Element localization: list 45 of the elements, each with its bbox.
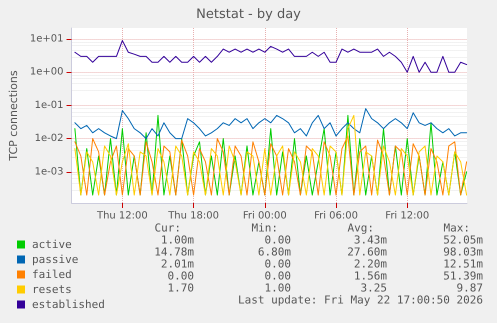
legend-label: failed (32, 268, 72, 281)
line-series (74, 135, 468, 196)
text: 6.80m (258, 246, 292, 258)
text: 9.87 (456, 282, 483, 294)
text: 3.43m (354, 234, 388, 246)
text: Last update: Fri May 22 17:00:50 2026 (238, 294, 483, 306)
y-axis-title: TCP connections (7, 70, 20, 162)
text: 27.60m (347, 246, 388, 258)
text: 0.00 (264, 234, 291, 246)
text: 0.00 (264, 270, 291, 282)
text: 14.78m (154, 246, 194, 258)
y-tick-label: 1e+00 (30, 66, 64, 78)
text: 52.05m (443, 234, 484, 246)
line-series (74, 108, 468, 140)
x-tick-label: Fri 06:00 (314, 210, 358, 222)
text: Min: (252, 222, 278, 234)
text: 0.00 (168, 270, 194, 282)
y-tick-label: 1e-03 (34, 166, 64, 178)
x-tick-label: Thu 12:00 (96, 210, 148, 222)
text: 98.03m (443, 246, 484, 258)
text: 2.01m (160, 258, 194, 270)
text: Cur: (154, 222, 181, 234)
x-tick-label: Thu 18:00 (167, 210, 219, 222)
text: Avg: (348, 222, 374, 234)
text: 1.00m (160, 234, 194, 246)
text: 0.00 (264, 258, 291, 270)
line-series (74, 40, 468, 73)
legend-label: active (32, 238, 72, 251)
text: 2.20m (354, 258, 388, 270)
legend-label: resets (32, 283, 72, 296)
y-tick-label: 1e-02 (34, 133, 64, 144)
text: 1.00 (264, 282, 291, 294)
text: 1.56m (354, 270, 388, 282)
text: Max: (444, 222, 470, 234)
y-tick-label: 1e+01 (30, 34, 64, 45)
text: 12.51m (443, 258, 484, 270)
x-tick-label: Fri 00:00 (242, 210, 287, 222)
x-tick-label: Fri 12:00 (385, 210, 430, 222)
y-tick-label: 1e-01 (34, 100, 64, 111)
legend-label: passive (32, 253, 78, 266)
legend-label: established (32, 298, 105, 311)
text: 3.25 (360, 282, 387, 294)
text: 51.39m (443, 270, 484, 282)
text: 1.70 (168, 282, 194, 294)
chart-title: Netstat - by day (196, 7, 302, 22)
